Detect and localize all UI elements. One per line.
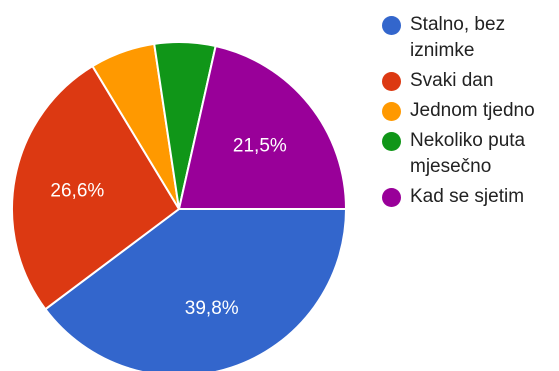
legend-label: Svaki dan bbox=[410, 70, 494, 91]
legend-label: Kad se sjetim bbox=[410, 186, 525, 207]
slice-data-label: 26,6% bbox=[50, 180, 104, 201]
legend-swatch-icon bbox=[382, 188, 401, 207]
legend: Stalno, bez iznimke Svaki dan Jednom tjedn… bbox=[382, 12, 559, 214]
legend-label: Nekoliko puta mjesečno bbox=[410, 130, 526, 177]
legend-swatch-icon bbox=[382, 16, 401, 35]
legend-label: Jednom tjedno bbox=[410, 100, 535, 121]
legend-swatch-icon bbox=[382, 102, 401, 121]
legend-item: Jednom tjedno bbox=[382, 98, 559, 124]
legend-item: Nekoliko puta mjesečno bbox=[382, 128, 559, 180]
legend-item: Svaki dan bbox=[382, 68, 559, 94]
legend-item: Stalno, bez iznimke bbox=[382, 12, 559, 64]
slice-data-label: 39,8% bbox=[185, 298, 239, 319]
legend-swatch-icon bbox=[382, 72, 401, 91]
legend-swatch-icon bbox=[382, 132, 401, 151]
pie-slice-5 bbox=[177, 44, 348, 210]
legend-label: Stalno, bez iznimke bbox=[410, 14, 506, 61]
slice-data-label: 21,5% bbox=[233, 135, 287, 156]
pie-slice-1 bbox=[43, 208, 348, 371]
legend-item: Kad se sjetim bbox=[382, 184, 559, 210]
pie-slice-2 bbox=[11, 64, 181, 311]
pie-svg: 39,8% 26,6% 21,5% bbox=[11, 41, 348, 371]
